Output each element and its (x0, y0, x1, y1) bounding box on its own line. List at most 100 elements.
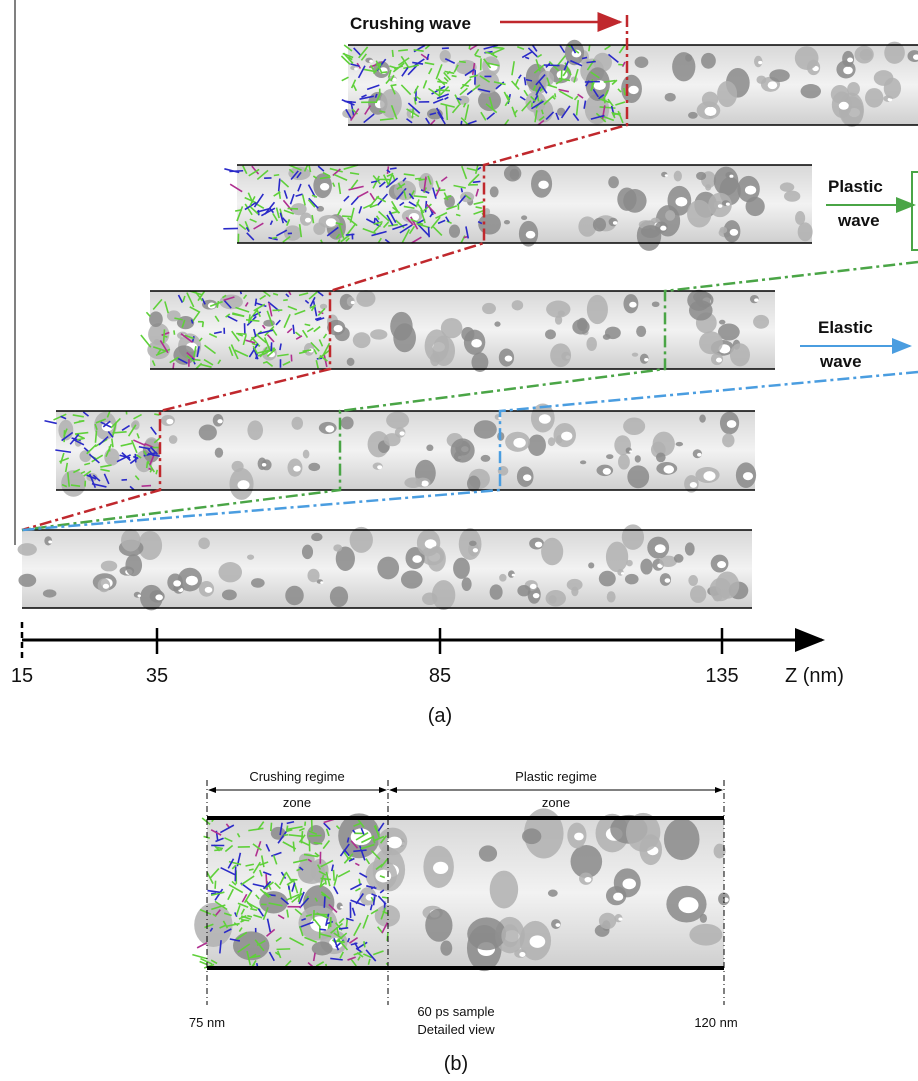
ligament (360, 827, 365, 835)
ligament (416, 201, 423, 211)
ligament (103, 473, 110, 485)
ligament (340, 234, 351, 243)
ligament (245, 339, 256, 344)
pore (598, 912, 617, 930)
ligament (416, 222, 431, 229)
pore (701, 91, 719, 108)
pore (769, 69, 790, 82)
ligament (381, 896, 389, 899)
ligament (335, 825, 341, 830)
ligament (317, 307, 326, 316)
ligament (226, 315, 238, 322)
pore (293, 465, 301, 472)
ligament (317, 165, 325, 172)
pore (302, 449, 310, 459)
ligament (180, 333, 194, 344)
ligament (350, 942, 358, 946)
pore (283, 225, 302, 241)
plastic-wave-label: wave (837, 211, 880, 230)
pore (704, 106, 717, 117)
ligament (219, 824, 235, 834)
ligament (362, 68, 377, 73)
pore (592, 217, 607, 232)
ligament (201, 298, 206, 305)
ligament (390, 74, 395, 82)
ligament (59, 457, 70, 463)
pore (660, 225, 667, 231)
pore (198, 424, 217, 441)
pore (697, 452, 702, 457)
ligament (435, 107, 444, 120)
ligament (316, 912, 329, 919)
ligament (214, 315, 220, 322)
ligament (316, 864, 322, 870)
pore (715, 357, 722, 363)
ligament (264, 881, 274, 890)
pore (566, 578, 583, 591)
pore (586, 336, 597, 352)
ligament (490, 47, 505, 55)
ligament (406, 118, 413, 124)
ligament (335, 233, 341, 239)
ligament (444, 96, 449, 100)
ligament (314, 852, 320, 857)
ligament (154, 413, 160, 416)
ligament (527, 47, 539, 58)
ligament (281, 217, 288, 223)
ligament (333, 937, 340, 951)
pore (715, 571, 740, 599)
ligament (307, 858, 313, 863)
ligament (304, 323, 311, 327)
zone-label: zone (283, 795, 311, 810)
ligament (360, 835, 375, 844)
ligament (95, 418, 106, 424)
pore (767, 81, 778, 90)
ligament (233, 922, 239, 927)
pore (713, 843, 726, 859)
pore (375, 869, 392, 883)
zone-label: Plastic regime (515, 769, 597, 784)
ligament (493, 46, 504, 49)
ligament (298, 834, 306, 843)
ligament (193, 346, 197, 358)
pore (618, 917, 623, 921)
ligament (348, 185, 364, 191)
pore (754, 298, 759, 302)
ligament (607, 98, 614, 107)
ligament (288, 168, 294, 174)
pore (865, 88, 884, 108)
ligament (240, 908, 246, 915)
ligament (112, 430, 127, 434)
pore (538, 70, 555, 87)
ligament (228, 883, 244, 894)
ligament (159, 339, 169, 354)
ligament (325, 828, 330, 837)
ligament (282, 841, 297, 850)
pore (246, 554, 255, 560)
ligament (403, 64, 419, 70)
ligament (285, 893, 300, 901)
ligament (320, 859, 334, 868)
ligament (540, 109, 544, 115)
ligament (236, 332, 247, 336)
ligament (338, 223, 345, 239)
ligament (282, 360, 291, 366)
ligament (310, 341, 320, 352)
ligament (240, 915, 251, 920)
pore (333, 544, 343, 552)
ligament (320, 877, 331, 881)
ligament (315, 359, 319, 369)
pore (214, 447, 224, 458)
ligament (252, 345, 259, 355)
ligament (617, 88, 622, 93)
ligament (453, 64, 459, 73)
ligament (369, 904, 373, 911)
ligament (288, 834, 303, 838)
pore (655, 452, 666, 463)
pore (883, 77, 902, 99)
ligament (274, 882, 281, 890)
pore (404, 477, 422, 489)
pore (545, 329, 556, 340)
ligament (338, 918, 345, 924)
ligament (612, 112, 621, 116)
